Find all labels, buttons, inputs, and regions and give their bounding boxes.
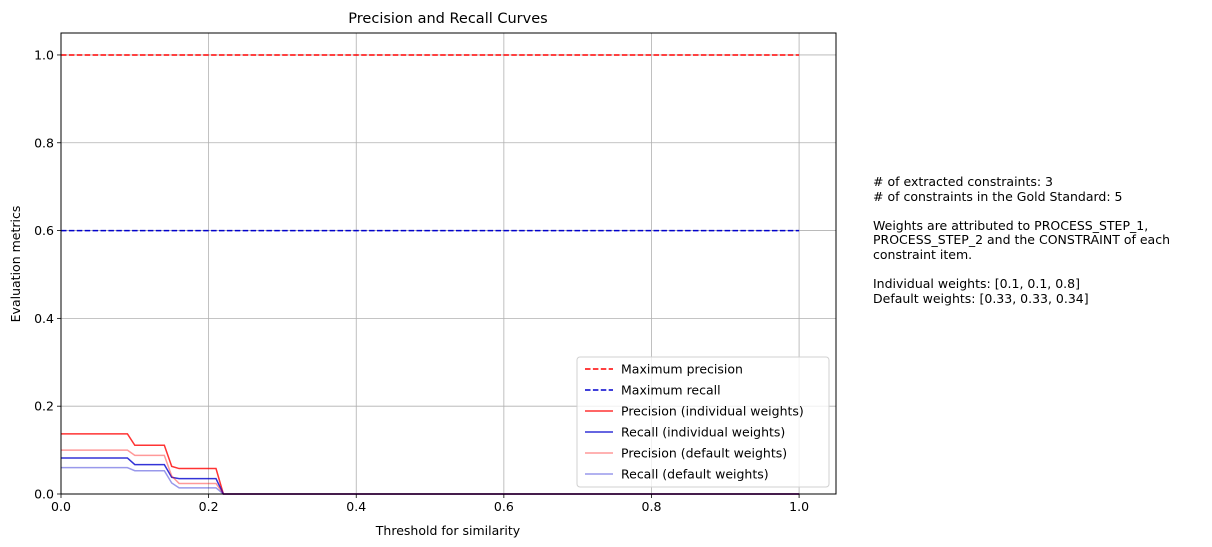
axes-frame xyxy=(60,32,837,495)
annotation-text-block: # of extracted constraints: 3 # of const… xyxy=(873,174,1208,306)
individual-weights: Individual weights: [0.1, 0.1, 0.8] xyxy=(873,276,1080,292)
legend-label: Precision (individual weights) xyxy=(621,404,804,419)
weights-description-line-3: constraint item. xyxy=(873,246,973,262)
blank-line xyxy=(873,204,1208,219)
x-axis-label: Threshold for similarity xyxy=(375,523,521,538)
chart-title: Precision and Recall Curves xyxy=(348,11,547,27)
x-tick-label: 0.6 xyxy=(494,499,514,514)
gold-standard-constraints-count: # of constraints in the Gold Standard: 5 xyxy=(873,188,1123,204)
series-line-recall-individual-weights xyxy=(61,457,800,495)
series-line-recall-default-weights xyxy=(61,466,800,495)
blank-line xyxy=(873,263,1208,278)
y-axis-label: Evaluation metrics xyxy=(8,206,23,323)
y-tick-label: 0.6 xyxy=(34,223,54,238)
x-tick-label: 0.8 xyxy=(642,499,662,514)
legend-label: Recall (individual weights) xyxy=(621,425,785,440)
legend-label: Precision (default weights) xyxy=(621,446,787,461)
legend-label: Maximum precision xyxy=(621,362,743,377)
legend-label: Recall (default weights) xyxy=(621,467,769,482)
x-tick-label: 0.2 xyxy=(199,499,219,514)
series-line-precision-default-weights xyxy=(61,449,800,495)
x-tick-label: 0.4 xyxy=(346,499,366,514)
y-tick-label: 1.0 xyxy=(34,47,54,62)
series-layer xyxy=(61,54,800,495)
legend: Maximum precision Maximum recall Precision… xyxy=(576,356,830,488)
ticks: 0.0 0.2 0.4 0.6 0.8 1.0 0.0 0.2 0.4 0.6 0.8 1.0 xyxy=(34,47,809,514)
y-tick-label: 0.8 xyxy=(34,135,54,150)
default-weights: Default weights: [0.33, 0.33, 0.34] xyxy=(873,290,1089,306)
weights-description-line-2: PROCESS_STEP_2 and the CONSTRAINT of eac… xyxy=(873,232,1170,248)
legend-label: Maximum recall xyxy=(621,383,721,398)
x-tick-label: 1.0 xyxy=(789,499,809,514)
extracted-constraints-count: # of extracted constraints: 3 xyxy=(873,174,1054,189)
legend-box xyxy=(576,356,830,488)
weights-description-line-1: Weights are attributed to PROCESS_STEP_1… xyxy=(873,217,1149,233)
x-tick-label: 0.0 xyxy=(51,499,71,514)
y-tick-label: 0.0 xyxy=(34,487,54,502)
y-tick-label: 0.2 xyxy=(34,399,54,414)
series-line-precision-individual-weights xyxy=(61,433,800,495)
y-tick-label: 0.4 xyxy=(34,311,54,326)
